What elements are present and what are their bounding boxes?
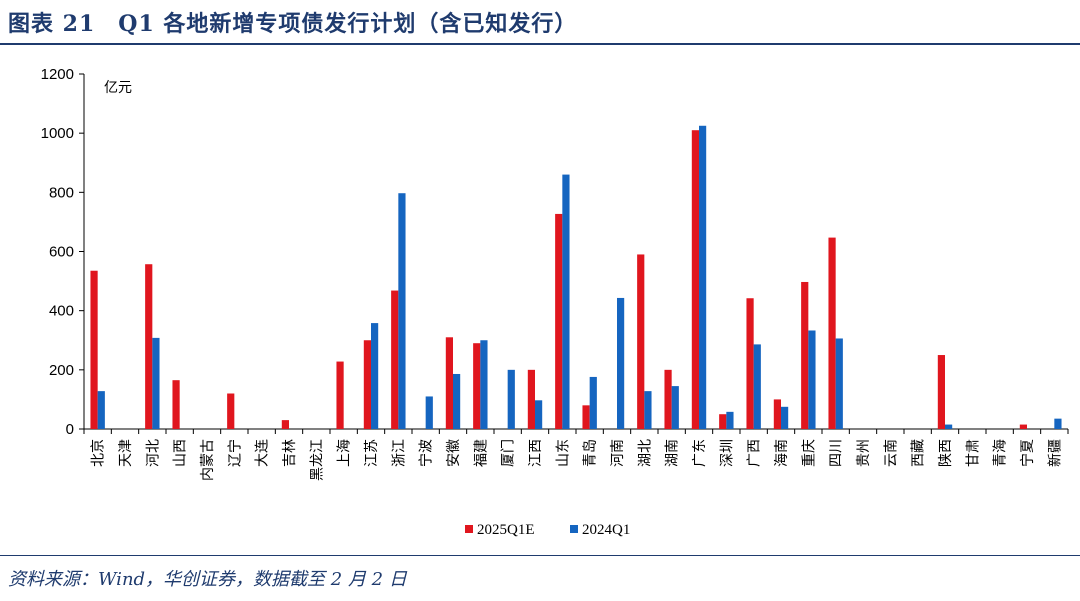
x-category-label: 安徽 bbox=[446, 439, 462, 467]
x-category-label: 福建 bbox=[473, 439, 489, 467]
bar-2025Q1E bbox=[473, 343, 481, 429]
bar-2025Q1E bbox=[691, 130, 699, 430]
bar-2025Q1E bbox=[445, 337, 453, 429]
bar-2025Q1E bbox=[773, 399, 781, 429]
bar-2024Q1 bbox=[726, 411, 734, 429]
bar-2024Q1 bbox=[152, 337, 160, 429]
bar-2024Q1 bbox=[1054, 418, 1062, 429]
x-category-label: 重庆 bbox=[801, 439, 817, 467]
bar-2025Q1E bbox=[719, 414, 727, 429]
x-category-label: 甘肃 bbox=[965, 439, 981, 467]
x-category-label: 青岛 bbox=[583, 439, 599, 467]
x-category-label: 吉林 bbox=[282, 439, 298, 467]
x-category-label: 湖北 bbox=[637, 439, 653, 467]
x-category-label: 宁波 bbox=[418, 439, 435, 467]
bar-2024Q1 bbox=[453, 373, 461, 429]
bar-2025Q1E bbox=[1019, 424, 1027, 429]
x-category-label: 天津 bbox=[118, 439, 134, 467]
bar-2025Q1E bbox=[746, 298, 754, 429]
unit-label: 亿元 bbox=[104, 80, 132, 96]
bar-2024Q1 bbox=[371, 323, 379, 429]
x-category-label: 陕西 bbox=[938, 439, 954, 467]
x-category-label: 广西 bbox=[747, 439, 763, 467]
bar-2025Q1E bbox=[363, 340, 371, 429]
bar-2025Q1E bbox=[582, 405, 590, 429]
bar-2024Q1 bbox=[97, 391, 105, 429]
bar-2024Q1 bbox=[562, 174, 570, 429]
bar-2025Q1E bbox=[555, 213, 563, 429]
bar-2024Q1 bbox=[781, 406, 789, 429]
y-tick-label: 0 bbox=[66, 421, 74, 438]
x-category-label: 青海 bbox=[993, 439, 1009, 467]
bar-2024Q1 bbox=[480, 340, 488, 429]
x-category-label: 上海 bbox=[337, 439, 353, 467]
x-category-label: 内蒙古 bbox=[200, 439, 216, 481]
legend-swatch bbox=[570, 525, 578, 533]
bar-2025Q1E bbox=[637, 254, 645, 429]
legend-label: 2024Q1 bbox=[582, 522, 630, 538]
x-category-label: 江西 bbox=[528, 439, 544, 467]
bar-2024Q1 bbox=[671, 386, 679, 429]
bar-2025Q1E bbox=[801, 281, 809, 429]
x-category-label: 厦门 bbox=[501, 439, 517, 467]
bar-2024Q1 bbox=[753, 344, 761, 429]
legend-swatch bbox=[465, 525, 473, 533]
x-category-label: 海南 bbox=[774, 439, 790, 467]
bar-2024Q1 bbox=[808, 330, 816, 429]
y-tick-label: 1000 bbox=[41, 125, 74, 142]
x-category-label: 河北 bbox=[145, 439, 161, 467]
bottom-rule bbox=[0, 555, 1080, 556]
x-category-label: 深圳 bbox=[719, 439, 735, 467]
x-category-label: 新疆 bbox=[1047, 439, 1063, 467]
bar-2025Q1E bbox=[828, 237, 836, 429]
figure-title: 图表 21 Q1 各地新增专项债发行计划（含已知发行） bbox=[8, 11, 578, 37]
x-category-label: 西藏 bbox=[911, 439, 927, 467]
x-category-label: 四川 bbox=[829, 439, 845, 467]
bar-2025Q1E bbox=[172, 380, 180, 429]
bar-2024Q1 bbox=[835, 338, 843, 429]
x-category-label: 江苏 bbox=[364, 439, 380, 467]
bar-2024Q1 bbox=[589, 376, 597, 429]
bar-2025Q1E bbox=[90, 270, 98, 429]
bar-2025Q1E bbox=[937, 355, 945, 429]
bar-2025Q1E bbox=[664, 369, 672, 429]
y-tick-label: 800 bbox=[49, 184, 74, 201]
x-category-label: 大连 bbox=[255, 439, 271, 467]
x-category-label: 黑龙江 bbox=[309, 439, 325, 481]
bar-2025Q1E bbox=[336, 361, 344, 429]
title-bar: 图表 21 Q1 各地新增专项债发行计划（含已知发行） bbox=[0, 0, 1080, 45]
y-tick-label: 600 bbox=[49, 244, 74, 261]
source-note: 资料来源：Wind，华创证券，数据截至 2 月 2 日 bbox=[8, 569, 407, 590]
x-category-label: 宁夏 bbox=[1019, 439, 1036, 467]
y-tick-label: 400 bbox=[49, 303, 74, 320]
bar-2024Q1 bbox=[507, 369, 515, 429]
bar-2024Q1 bbox=[398, 193, 406, 429]
bar-2024Q1 bbox=[535, 400, 543, 429]
y-tick-label: 200 bbox=[49, 362, 74, 379]
x-category-label: 河南 bbox=[610, 439, 626, 467]
bar-2024Q1 bbox=[617, 297, 625, 429]
x-category-label: 山东 bbox=[555, 439, 571, 467]
bar-2025Q1E bbox=[391, 290, 399, 429]
x-category-label: 贵州 bbox=[856, 439, 872, 467]
x-category-label: 广东 bbox=[692, 439, 708, 467]
bar-2025Q1E bbox=[527, 369, 535, 429]
x-category-label: 云南 bbox=[883, 439, 899, 467]
bar-2024Q1 bbox=[644, 391, 652, 429]
x-category-label: 山西 bbox=[173, 439, 189, 467]
bar-2025Q1E bbox=[145, 264, 153, 429]
bar-2024Q1 bbox=[425, 396, 433, 429]
legend-label: 2025Q1E bbox=[477, 522, 535, 538]
bar-2025Q1E bbox=[227, 393, 235, 429]
y-tick-label: 1200 bbox=[41, 66, 74, 83]
bar-2025Q1E bbox=[281, 420, 289, 429]
x-category-label: 北京 bbox=[91, 439, 107, 467]
x-category-label: 湖南 bbox=[665, 439, 681, 467]
title-rule bbox=[0, 43, 1080, 45]
x-category-label: 浙江 bbox=[391, 439, 407, 467]
bar-2024Q1 bbox=[945, 424, 953, 429]
bar-2024Q1 bbox=[699, 125, 707, 429]
x-category-label: 辽宁 bbox=[226, 439, 243, 467]
